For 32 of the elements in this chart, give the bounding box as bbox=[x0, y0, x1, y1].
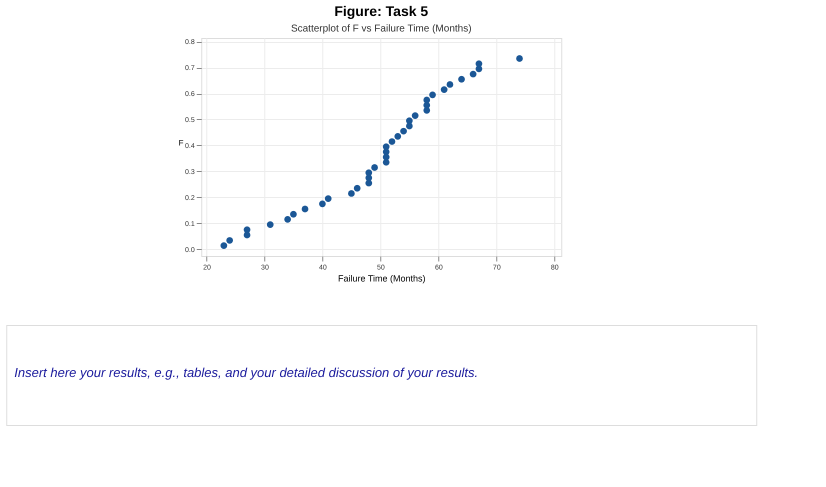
point bbox=[446, 81, 454, 88]
point bbox=[412, 112, 419, 119]
point bbox=[440, 86, 448, 93]
point bbox=[244, 226, 250, 234]
point bbox=[324, 195, 332, 202]
chart-title: Figure: Task 5 bbox=[334, 3, 428, 20]
point bbox=[302, 206, 308, 212]
point bbox=[226, 237, 234, 244]
point bbox=[348, 190, 355, 197]
text: Insert here your results, e.g., tables, and your detailed discussion of your results. bbox=[14, 365, 478, 380]
chart-subtitle: Scatterplot of F vs Failure Time (Months) bbox=[290, 24, 472, 35]
point bbox=[476, 60, 482, 68]
point bbox=[266, 221, 274, 228]
point bbox=[423, 96, 430, 104]
point bbox=[365, 169, 372, 176]
point bbox=[388, 138, 396, 145]
point bbox=[220, 242, 228, 249]
point bbox=[406, 117, 413, 124]
x-axis-title: Failure Time (Months) bbox=[338, 274, 426, 284]
y-axis-title: F bbox=[178, 138, 184, 148]
point bbox=[400, 128, 407, 135]
point bbox=[429, 91, 436, 98]
point bbox=[458, 76, 465, 83]
point bbox=[319, 200, 326, 208]
point bbox=[284, 216, 291, 223]
point bbox=[516, 55, 523, 62]
point bbox=[354, 184, 361, 192]
point bbox=[382, 143, 390, 150]
point bbox=[470, 70, 476, 78]
point bbox=[290, 210, 297, 218]
point bbox=[394, 133, 402, 140]
point bbox=[371, 164, 378, 171]
